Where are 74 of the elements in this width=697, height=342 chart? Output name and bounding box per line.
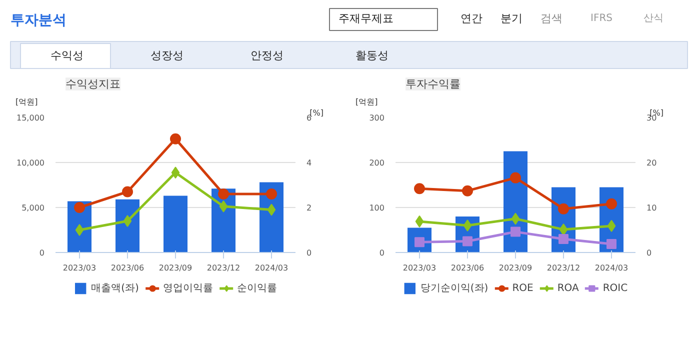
text: 산식 xyxy=(644,13,664,24)
y2-tick-label: 0 xyxy=(646,248,652,258)
point xyxy=(558,203,569,214)
point xyxy=(510,172,521,184)
point xyxy=(510,226,520,237)
text: 검색 xyxy=(540,12,562,25)
legend-label: 순이익률 xyxy=(236,282,277,295)
y2-tick-label: 0 xyxy=(306,248,312,258)
point xyxy=(267,204,276,216)
text: 성장성 xyxy=(150,49,184,62)
point xyxy=(171,166,180,179)
point xyxy=(123,215,132,227)
x-tick-label: 2023/06 xyxy=(450,264,484,272)
point xyxy=(219,200,228,212)
y2-tick-label: 20 xyxy=(646,158,657,168)
chart-title: 투자수익률 xyxy=(406,78,460,90)
point xyxy=(170,133,181,144)
y2-axis-title: [%] xyxy=(310,108,324,118)
point xyxy=(414,183,425,194)
point xyxy=(607,220,616,232)
point xyxy=(74,202,85,213)
point xyxy=(462,236,472,246)
y-axis-title: [억원] xyxy=(16,98,38,106)
point xyxy=(606,238,616,249)
x-tick-label: 2023/12 xyxy=(546,264,580,272)
chart-title: 수익성지표 xyxy=(66,78,120,90)
legend-label: 매출액(좌) xyxy=(91,282,139,295)
x-tick-label: 2024/03 xyxy=(594,264,628,272)
x-tick-label: 2023/06 xyxy=(110,264,144,272)
x-tick-label: 2023/03 xyxy=(402,264,436,272)
x-tick-label: 2024/03 xyxy=(254,264,288,272)
y-tick-label: 200 xyxy=(369,158,385,168)
y-tick-label: 100 xyxy=(369,204,385,212)
y-tick-label: 15,000 xyxy=(16,114,45,122)
point xyxy=(511,212,520,225)
point xyxy=(122,186,133,198)
y2-tick-label: 30 xyxy=(646,114,657,122)
y2-tick-label: 2 xyxy=(306,204,312,212)
point xyxy=(266,188,277,200)
y-axis-title: [억원] xyxy=(356,98,378,106)
point xyxy=(75,224,84,236)
y2-tick-label: 6 xyxy=(306,114,312,122)
point xyxy=(558,234,568,244)
bar xyxy=(116,199,140,252)
point xyxy=(218,188,229,200)
y2-tick-label: 10 xyxy=(646,204,657,212)
legend-label: ROA xyxy=(557,282,579,295)
y-tick-label: 0 xyxy=(379,248,385,258)
y-tick-label: 0 xyxy=(39,248,45,258)
text: IFRS xyxy=(590,13,612,24)
x-tick-label: 2023/03 xyxy=(62,264,96,272)
text: 분기 xyxy=(500,12,522,25)
text: 안정성 xyxy=(250,49,284,62)
x-tick-label: 2023/09 xyxy=(498,264,532,272)
text: 주재무제표 xyxy=(338,12,394,25)
x-tick-label: 2023/09 xyxy=(158,264,192,272)
text: 연간 xyxy=(460,12,482,25)
bar xyxy=(164,196,188,252)
point xyxy=(463,220,472,232)
y-tick-label: 300 xyxy=(369,114,385,122)
point xyxy=(462,185,473,196)
y2-tick-label: 4 xyxy=(306,158,312,168)
legend-label: 당기순이익(좌) xyxy=(420,282,488,295)
legend-label: 영업이익률 xyxy=(162,282,213,295)
y-tick-label: 5,000 xyxy=(22,204,45,212)
x-tick-label: 2023/12 xyxy=(206,264,240,272)
text: 활동성 xyxy=(356,49,388,62)
y-tick-label: 10,000 xyxy=(16,158,45,168)
text: 투자분석 xyxy=(10,12,66,28)
text: 수익성 xyxy=(50,49,84,62)
point xyxy=(415,215,424,228)
point xyxy=(606,198,617,210)
legend-label: ROIC xyxy=(602,282,628,295)
legend-label: ROE xyxy=(512,282,534,295)
